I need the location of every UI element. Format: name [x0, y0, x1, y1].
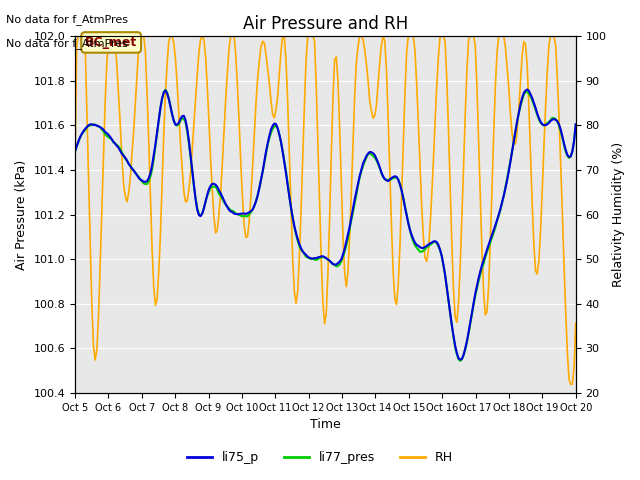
Legend: li75_p, li77_pres, RH: li75_p, li77_pres, RH: [182, 446, 458, 469]
Text: No data for f_AtmPres: No data for f_AtmPres: [6, 14, 129, 25]
Title: Air Pressure and RH: Air Pressure and RH: [243, 15, 408, 33]
X-axis label: Time: Time: [310, 419, 340, 432]
Text: BC_met: BC_met: [85, 36, 138, 49]
Y-axis label: Air Pressure (kPa): Air Pressure (kPa): [15, 159, 28, 270]
Y-axis label: Relativity Humidity (%): Relativity Humidity (%): [612, 142, 625, 287]
Text: No data for f_AtmPres: No data for f_AtmPres: [6, 38, 129, 49]
